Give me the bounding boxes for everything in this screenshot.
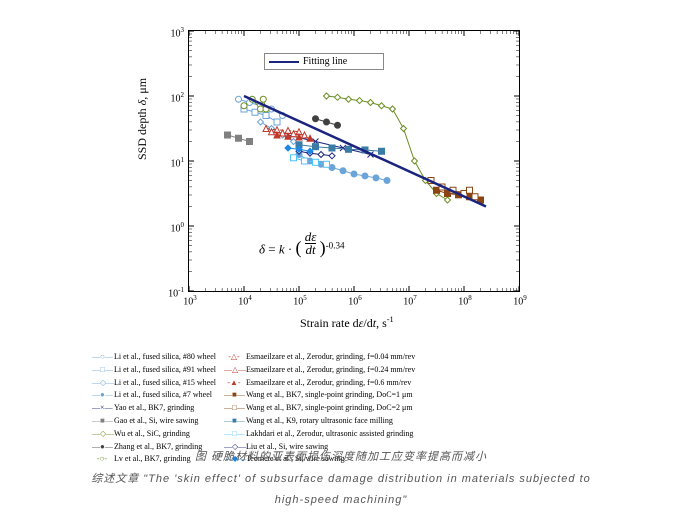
legend-item: —◇—Wu et al., SiC, grinding [92,429,222,440]
xtick: 107 [400,294,420,307]
legend-item: -▲-Esmaeilzare et al., Zerodur, grinding… [224,378,421,389]
xtick: 104 [235,294,255,307]
chart-area: 10-1 100 101 102 103 103 104 105 106 107… [140,10,540,340]
xtick: 108 [455,294,475,307]
ytick: 102 [162,91,184,104]
page-root: 10-1 100 101 102 103 103 104 105 106 107… [0,0,682,514]
legend-item: —△—Esmaeilzare et al., Zerodur, grinding… [224,365,421,376]
ytick: 101 [162,156,184,169]
caption-line-1: 图 硬脆材料的亚表面损伤深度随加工应变率提高而减小 [0,448,682,464]
legend-item: —■—Wang et al., BK7, single-point grindi… [224,390,421,401]
plot-frame: Fitting line δ = k · ( dεdt )-0.34 [188,30,520,292]
xtick: 105 [290,294,310,307]
xtick: 103 [180,294,200,307]
legend-item: —□—Lakhdari et al., Zerodur, ultrasonic … [224,429,421,440]
y-axis-label: SSD depth δ, μm [135,78,150,160]
ytick: 103 [162,26,184,39]
legend-item: —×—Yao et al., BK7, grinding [92,403,222,414]
legend-item: -△-Esmaeilzare et al., Zerodur, grinding… [224,352,421,363]
legend-item: —●—Li et al., fused silica, #7 wheel [92,390,222,401]
fit-legend-label: Fitting line [303,56,347,67]
legend-item: —□—Wang et al., BK7, single-point grindi… [224,403,421,414]
xtick: 106 [345,294,365,307]
caption-line-2: 综述文章 "The 'skin effect' of subsurface da… [0,470,682,486]
fit-legend: Fitting line [264,53,384,70]
legend-item: —□—Li et al., fused silica, #91 wheel [92,365,222,376]
formula: δ = k · ( dεdt )-0.34 [259,231,345,259]
legend-item: —■—Wang et al., K9, rotary ultrasonic fa… [224,416,421,427]
caption-line-3: high-speed machining" [0,494,682,506]
legend-item: —○—Li et al., fused silica, #80 wheel [92,352,222,363]
legend-item: —■—Gao et al., Si, wire sawing [92,416,222,427]
x-axis-label: Strain rate dε/dt, s-1 [300,315,394,331]
xtick: 109 [510,294,530,307]
legend-item: —◇—Li et al., fused silica, #15 wheel [92,378,222,389]
plot-svg [189,31,519,291]
ytick: 100 [162,221,184,234]
